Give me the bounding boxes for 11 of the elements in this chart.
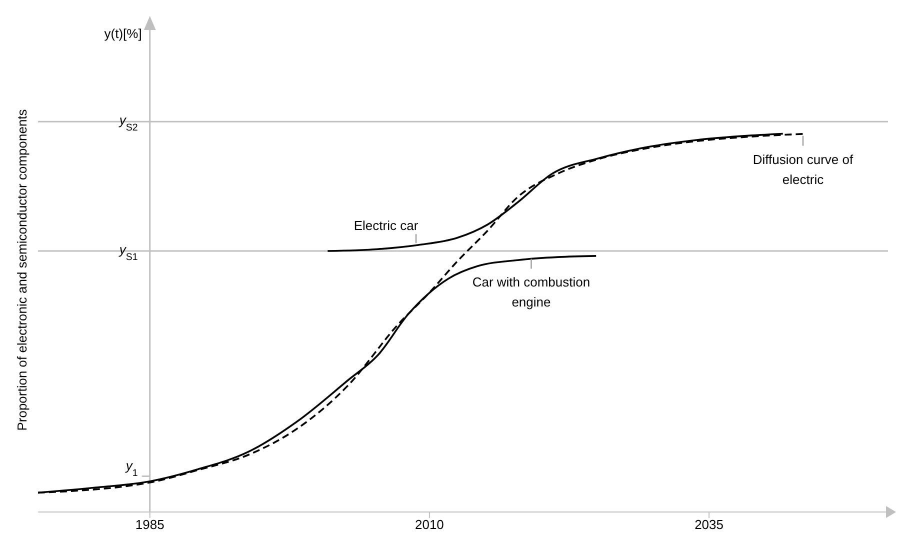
x-tick-label: 2035: [694, 517, 724, 532]
x-tick-label: 2010: [414, 517, 444, 532]
annotation: Electric car: [354, 218, 419, 234]
annotation: y$_{1}$: [124, 458, 138, 479]
y-axis-title: Proportion of electronic and semiconductor components: [14, 108, 30, 431]
ref-line-label: y$_{S2}$: [118, 112, 138, 134]
x-tick-label: 1985: [135, 517, 164, 532]
annotation: Diffusion curve of electric: [752, 152, 854, 187]
text: y(t)[%]: [104, 26, 142, 41]
ref-line-label: y$_{S1}$: [118, 242, 138, 263]
annotation: Car with combustion engine: [472, 274, 590, 310]
